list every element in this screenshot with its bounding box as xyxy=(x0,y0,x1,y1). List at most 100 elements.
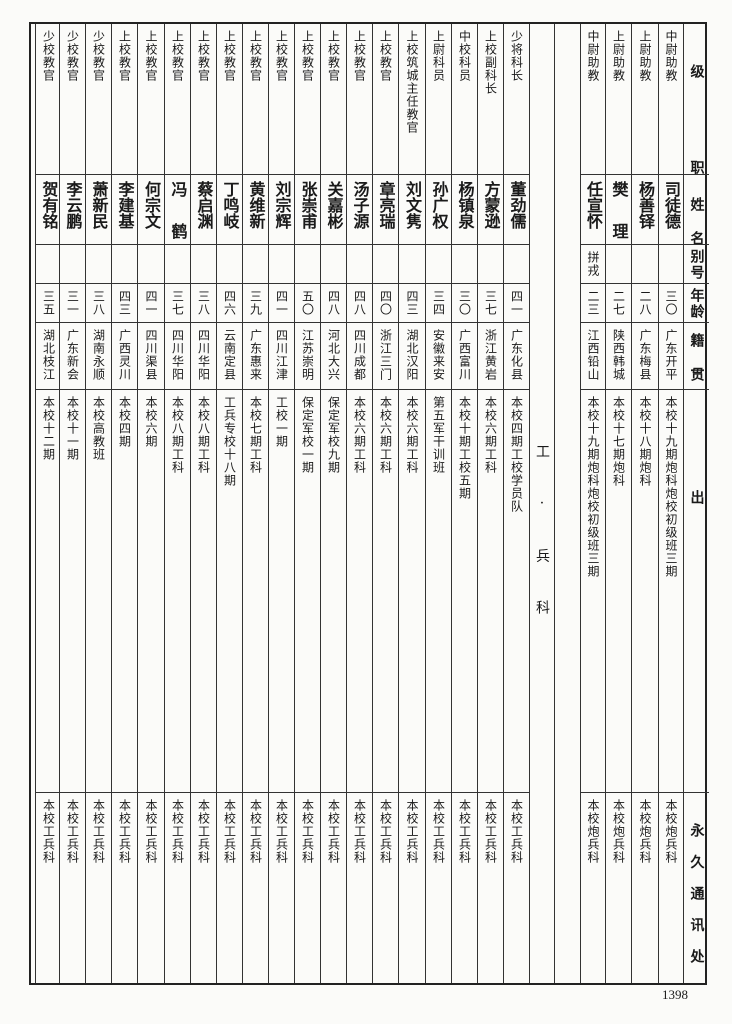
row-native-place: 云南定县 xyxy=(222,329,237,381)
row-address: 本校炮兵科 xyxy=(611,799,626,864)
table-row: 上校教官 蔡启渊 三八 四川华阳 本校八期工科 本校工兵科 xyxy=(190,24,216,983)
table-row: 上校教官 冯鹤 三七 四川华阳 本校八期工科 本校工兵科 xyxy=(164,24,190,983)
row-rank: 上校教官 xyxy=(274,30,289,82)
cell-rank: 少校教官 xyxy=(36,24,61,174)
row-address: 本校工兵科 xyxy=(300,799,315,864)
row-address: 本校工兵科 xyxy=(170,799,185,864)
cell-name: 张崇甫 xyxy=(295,174,320,244)
row-background: 本校四期 xyxy=(117,396,132,448)
cell-rank: 上校副科长 xyxy=(478,24,503,174)
cell-name: 方蒙逊 xyxy=(478,174,503,244)
cell-background: 本校十九期炮科炮校初级班三期 xyxy=(659,389,683,792)
row-background: 本校十八期炮科 xyxy=(638,396,652,487)
row-age: 四三 xyxy=(117,290,132,316)
row-name: 冯鹤 xyxy=(168,181,188,239)
row-native-place: 江苏崇明 xyxy=(300,329,315,381)
cell-rank: 少校教官 xyxy=(60,24,85,174)
cell-alias xyxy=(478,244,503,283)
table-row: 上校教官 章亮瑞 四〇 浙江三门 本校六期工科 本校工兵科 xyxy=(372,24,398,983)
cell-age: 三〇 xyxy=(659,283,683,322)
cell-native-place: 安徽来安 xyxy=(426,322,451,389)
cell-native-place: 湖南永顺 xyxy=(86,322,111,389)
cell-age: 三七 xyxy=(165,283,190,322)
cell-background: 保定军校一期 xyxy=(295,389,320,792)
cell-background: 本校十期工校五期 xyxy=(452,389,477,792)
header-label: 出身 xyxy=(688,490,705,792)
blank-column xyxy=(554,24,580,983)
cell-native-place: 江西铅山 xyxy=(581,322,605,389)
row-background: 本校八期工科 xyxy=(196,396,211,474)
cell-address: 本校工兵科 xyxy=(86,792,111,985)
row-rank: 上校筑城主任教官 xyxy=(405,30,419,134)
cell-alias xyxy=(112,244,137,283)
cell-age: 三七 xyxy=(478,283,503,322)
row-age: 三一 xyxy=(65,290,80,316)
header-label: 年龄 xyxy=(688,288,705,318)
cell-address: 本校工兵科 xyxy=(138,792,164,985)
cell-background: 本校高教班 xyxy=(86,389,111,792)
row-address: 本校工兵科 xyxy=(509,799,524,864)
row-background: 本校六期工科 xyxy=(483,396,498,474)
header-native-place: 籍贯 xyxy=(684,322,709,389)
row-name: 司徒德 xyxy=(662,181,681,229)
cell-age: 二八 xyxy=(632,283,658,322)
cell-background: 本校六期工科 xyxy=(373,389,398,792)
cell-background: 本校十七期炮科 xyxy=(606,389,631,792)
cell-age: 四三 xyxy=(112,283,137,322)
cell-rank: 上校教官 xyxy=(165,24,190,174)
row-background: 本校十九期炮科炮校初级班三期 xyxy=(586,396,600,578)
row-rank: 中校科员 xyxy=(457,30,472,82)
row-rank: 上校教官 xyxy=(300,30,315,82)
cell-alias xyxy=(191,244,216,283)
cell-age: 二七 xyxy=(606,283,631,322)
cell-background: 本校六期工科 xyxy=(399,389,425,792)
cell-address: 本校工兵科 xyxy=(399,792,425,985)
row-native-place: 四川渠县 xyxy=(144,329,158,381)
cell-name: 杨镇泉 xyxy=(452,174,477,244)
row-background: 本校十七期炮科 xyxy=(611,396,626,487)
cell-name: 任宣怀 xyxy=(581,174,605,244)
cell-native-place: 湖北汉阳 xyxy=(399,322,425,389)
cell-native-place: 四川华阳 xyxy=(165,322,190,389)
table-row: 上校教官 丁鸣岐 四六 云南定县 工兵专校十八期 本校工兵科 xyxy=(216,24,242,983)
row-address: 本校工兵科 xyxy=(91,799,106,864)
cell-background: 保定军校九期 xyxy=(321,389,346,792)
row-rank: 上校教官 xyxy=(117,30,132,82)
table-row: 中校科员 杨镇泉 三〇 广西富川 本校十期工校五期 本校工兵科 xyxy=(451,24,477,983)
cell-age: 三八 xyxy=(191,283,216,322)
table-row: 少校教官 李云鹏 三一 广东新会 本校十一期 本校工兵科 xyxy=(59,24,85,983)
cell-native-place: 四川华阳 xyxy=(191,322,216,389)
row-background: 第五军干训班 xyxy=(431,396,446,474)
cell-address: 本校工兵科 xyxy=(347,792,372,985)
table-row: 上校教官 张崇甫 五〇 江苏崇明 保定军校一期 本校工兵科 xyxy=(294,24,320,983)
cell-name: 章亮瑞 xyxy=(373,174,398,244)
cell-background: 本校十二期 xyxy=(36,389,61,792)
row-name: 贺有铭 xyxy=(39,181,59,229)
section-label-column: 工·兵科 xyxy=(529,24,554,983)
cell-rank: 上校筑城主任教官 xyxy=(399,24,425,174)
cell-native-place: 四川成都 xyxy=(347,322,372,389)
cell-rank: 中尉助教 xyxy=(581,24,605,174)
row-rank: 上校教官 xyxy=(326,30,341,82)
row-native-place: 四川华阳 xyxy=(196,329,211,381)
cell-address: 本校工兵科 xyxy=(452,792,477,985)
row-age: 三五 xyxy=(41,290,56,316)
row-age: 四一 xyxy=(144,290,158,316)
cell-native-place: 广西富川 xyxy=(452,322,477,389)
cell-name: 何宗文 xyxy=(138,174,164,244)
cell-rank: 上校教官 xyxy=(373,24,398,174)
row-background: 本校六期工科 xyxy=(405,396,419,474)
table-row: 上校教官 李建基 四三 广西灵川 本校四期 本校工兵科 xyxy=(111,24,137,983)
cell-address: 本校炮兵科 xyxy=(659,792,683,985)
row-rank: 少校教官 xyxy=(65,30,80,82)
row-age: 四三 xyxy=(405,290,419,316)
cell-name: 丁鸣岐 xyxy=(217,174,242,244)
row-background: 工校一期 xyxy=(274,396,289,448)
cell-alias xyxy=(347,244,372,283)
row-background: 本校十期工校五期 xyxy=(457,396,472,500)
row-background: 本校六期工科 xyxy=(378,396,393,474)
row-native-place: 广西灵川 xyxy=(117,329,132,381)
row-address: 本校炮兵科 xyxy=(664,799,678,864)
cell-alias xyxy=(452,244,477,283)
row-background: 保定军校九期 xyxy=(326,396,341,474)
